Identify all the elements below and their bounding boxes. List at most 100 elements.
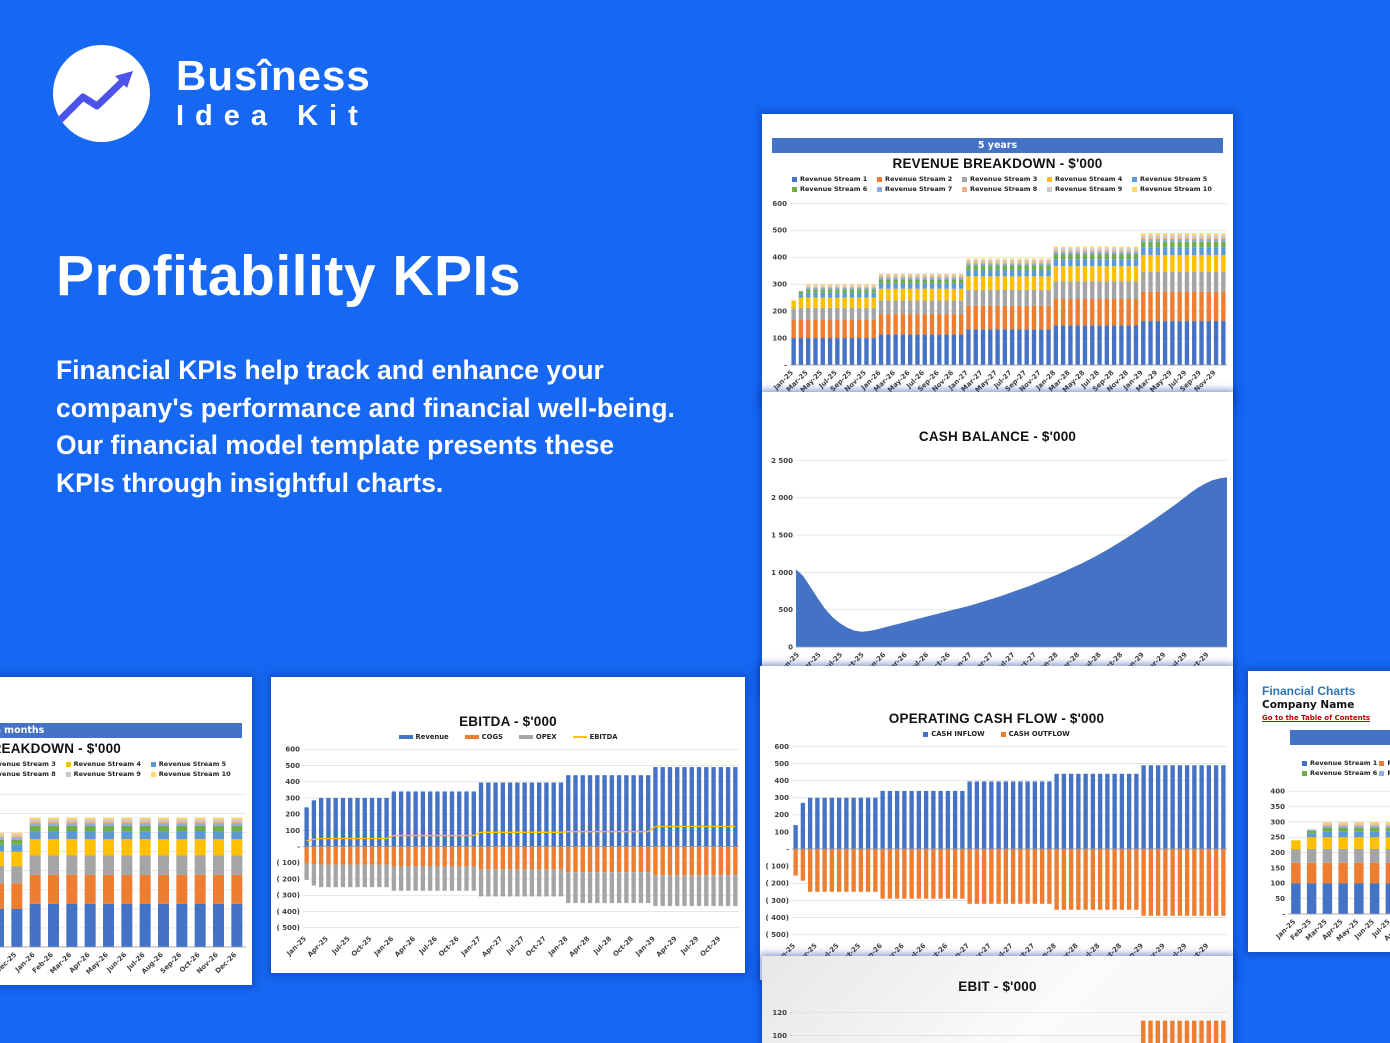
svg-text:Apr-26: Apr-26 [393, 935, 417, 959]
svg-text:400: 400 [1270, 788, 1285, 796]
svg-text:100: 100 [772, 1032, 787, 1040]
svg-text:Apr-27: Apr-27 [480, 935, 504, 959]
svg-text:300: 300 [285, 794, 300, 802]
svg-text:( 300): ( 300) [277, 892, 300, 900]
ebit-chart: 12010080604020-( 20)( 40)Jan-25Apr-25Jul… [762, 996, 1233, 1043]
svg-text:Apr-28: Apr-28 [568, 935, 592, 959]
svg-text:100: 100 [772, 334, 787, 342]
panel-ebitda: EBITDA - $'000 Revenue COGS OPEX EBITDA 600… [271, 677, 745, 973]
svg-text:350: 350 [1270, 803, 1285, 811]
revenue-breakdown-24m-svg: 40035030025020015010050-Jan-25Feb-25Mar-… [0, 794, 246, 976]
svg-text:120: 120 [772, 1009, 787, 1017]
svg-text:Jan-27: Jan-27 [459, 935, 483, 959]
svg-text:100: 100 [285, 827, 300, 835]
period-header-bar: 24 months [0, 723, 242, 738]
panel-ebit: EBIT - $'000 12010080604020-( 20)( 40)Ja… [762, 956, 1233, 1043]
chart-legend: Revenue COGS OPEX EBITDA [271, 729, 745, 741]
legend-item: Revenue Stream 5 [150, 760, 234, 768]
ebitda-chart: 600 500 400 300 200 100 - ( 100) ( 200) ( 300) ( 4… [271, 741, 745, 973]
svg-text:Jul-28: Jul-28 [591, 935, 613, 957]
legend-item: COGS [464, 733, 503, 741]
svg-text:150: 150 [1270, 864, 1285, 872]
financial-mini-chart: 400 350 300 250 200 150 100 50- Jan-25 Feb-25 Mar-… [1262, 777, 1390, 952]
svg-text:Oct-27: Oct-27 [524, 935, 548, 959]
svg-text:-: - [784, 361, 787, 369]
svg-text:400: 400 [774, 777, 789, 785]
svg-text:500: 500 [285, 762, 300, 770]
legend-item: Revenue Stream 10 [1132, 185, 1215, 193]
svg-text:( 100): ( 100) [766, 863, 789, 871]
legend-item: CASH OUTFLOW [1000, 730, 1070, 738]
legend-item: Revenue Stream 4 [1047, 175, 1130, 183]
svg-text:300: 300 [1270, 818, 1285, 826]
panel-operating-cash-flow: OPERATING CASH FLOW - $'000 CASH INFLOW C… [760, 666, 1233, 980]
svg-text:-: - [786, 845, 789, 853]
svg-text:600: 600 [772, 200, 787, 208]
svg-text:500: 500 [772, 227, 787, 235]
svg-text:600: 600 [285, 746, 300, 754]
ebitda-svg: 600 500 400 300 200 100 - ( 100) ( 200) ( 300) ( 4… [277, 746, 739, 959]
svg-text:2 000: 2 000 [771, 494, 793, 502]
legend-item: Revenue Stream 6 [792, 185, 875, 193]
svg-text:Jul-29: Jul-29 [679, 935, 701, 957]
brand-line1: Busîness [176, 51, 371, 99]
table-of-contents-link[interactable]: Go to the Table of Contents [1262, 714, 1371, 722]
svg-text:100: 100 [774, 828, 789, 836]
svg-text:( 200): ( 200) [277, 875, 300, 883]
svg-text:Oct-29: Oct-29 [699, 935, 723, 959]
chart-title: CASH BALANCE - $'000 [918, 429, 1077, 444]
brand-wordmark: Busîness Idea Kit [176, 51, 371, 133]
svg-text:300: 300 [774, 794, 789, 802]
operating-cash-flow-svg: 600 500 400 300 200 100 - ( 100) ( 200) ( 300) ( 4… [766, 743, 1227, 966]
legend-item: Revenue Stream 5 [1132, 175, 1215, 183]
legend-item: Revenue Stream 7 [1379, 769, 1390, 777]
chart-legend: CASH INFLOW CASH OUTFLOW [760, 726, 1233, 738]
legend-item: Revenue Stream 2 [877, 175, 960, 183]
svg-text:Dec-25: Dec-25 [0, 951, 18, 976]
svg-text:( 300): ( 300) [766, 897, 789, 905]
period-header-bar [1290, 730, 1390, 745]
svg-text:1 500: 1 500 [771, 531, 793, 539]
legend-item: Revenue Stream 3 [962, 175, 1045, 183]
svg-text:Jul-25: Jul-25 [330, 935, 352, 957]
svg-text:-: - [297, 843, 300, 851]
svg-text:Jan-25: Jan-25 [285, 935, 309, 959]
trend-up-arrow-icon [53, 45, 150, 142]
legend-item: EBITDA [572, 733, 617, 741]
legend-item: Revenue Stream 2 [1379, 759, 1390, 767]
legend-item: CASH INFLOW [923, 730, 985, 738]
svg-text:500: 500 [774, 760, 789, 768]
page-title: Profitability KPIs [56, 244, 522, 308]
panel-cash-balance: CASH BALANCE - $'000 2 500 2 000 1 500 1 00… [762, 392, 1233, 693]
area-series [796, 477, 1227, 647]
svg-text:200: 200 [285, 811, 300, 819]
svg-text:Jul-26: Jul-26 [417, 935, 439, 957]
svg-text:-: - [1282, 910, 1285, 918]
svg-text:500: 500 [778, 606, 793, 614]
legend-item: Revenue Stream 1 [792, 175, 875, 183]
svg-text:100: 100 [1270, 880, 1285, 888]
financial-charts-heading: Financial Charts [1262, 684, 1356, 698]
panel-financial-charts: Financial Charts Company Name Go to the … [1248, 671, 1390, 952]
svg-text:( 400): ( 400) [277, 908, 300, 916]
svg-text:200: 200 [772, 308, 787, 316]
chart-title: REVENUE BREAKDOWN - $'000 [892, 156, 1103, 171]
svg-text:Jul-27: Jul-27 [504, 935, 526, 957]
svg-text:( 500): ( 500) [766, 931, 789, 939]
legend-item: Revenue Stream 8 [0, 770, 56, 778]
svg-text:250: 250 [1270, 834, 1285, 842]
svg-text:( 100): ( 100) [277, 859, 300, 867]
legend-item: Revenue Stream 1 [1302, 759, 1377, 767]
chart-title: REVENUE BREAKDOWN - $'000 [0, 741, 121, 756]
svg-text:0: 0 [788, 643, 793, 651]
legend-item: Revenue [398, 733, 449, 741]
page-description: Financial KPIs help track and enhance yo… [56, 355, 675, 498]
svg-text:300: 300 [772, 281, 787, 289]
svg-text:2 500: 2 500 [771, 457, 793, 465]
line-series [306, 825, 736, 842]
